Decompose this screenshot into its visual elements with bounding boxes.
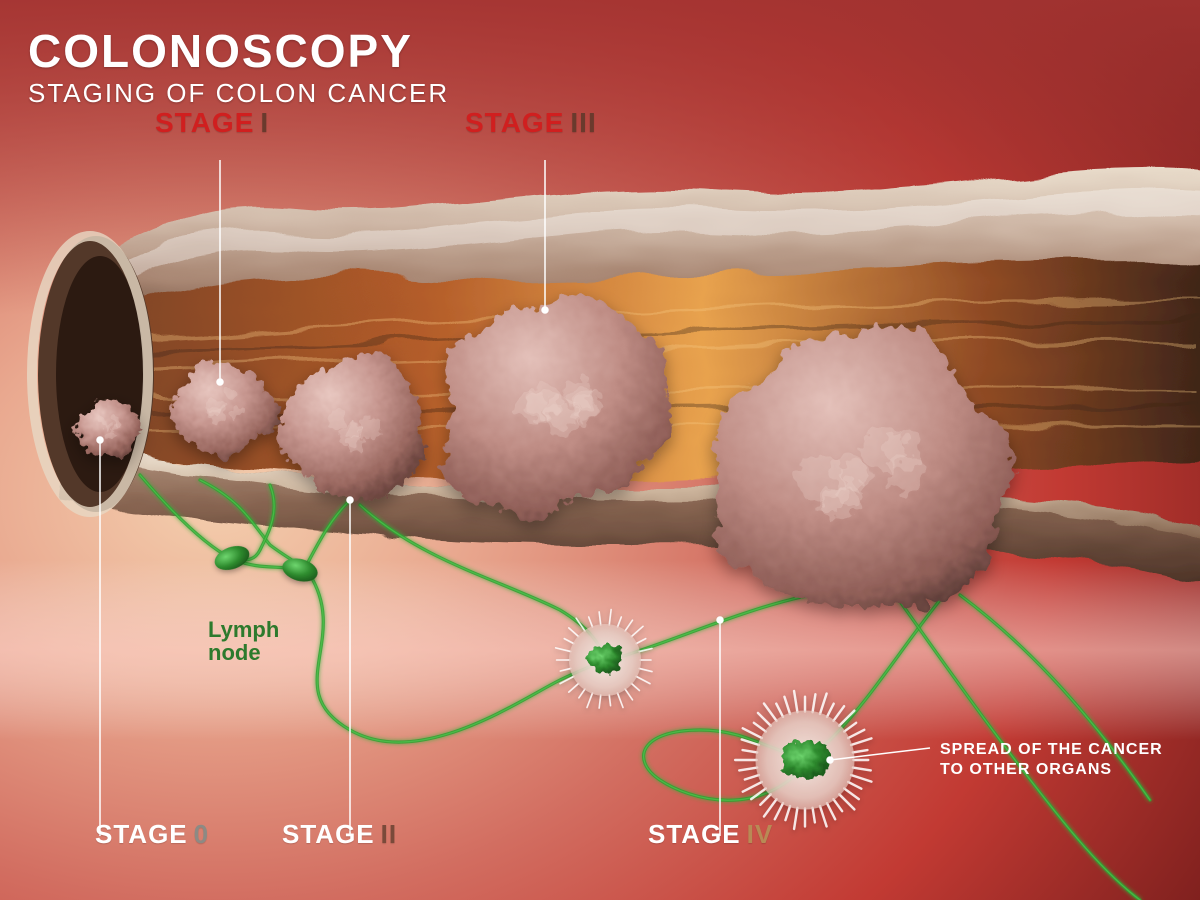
label-word: STAGE: [282, 819, 375, 849]
label-num: IV: [747, 819, 774, 849]
label-num: 0: [194, 819, 209, 849]
label-word: STAGE: [155, 107, 254, 138]
label-word: STAGE: [95, 819, 188, 849]
title-sub: STAGING OF COLON CANCER: [28, 78, 449, 109]
spread-label-line2: TO OTHER ORGANS: [940, 760, 1163, 780]
label-stage1: STAGEI: [155, 107, 269, 139]
label-num: II: [381, 819, 397, 849]
label-num: III: [570, 107, 596, 138]
lymph-label-line1: Lymph: [208, 618, 279, 641]
lymph-node-label: Lymph node: [208, 618, 279, 664]
label-word: STAGE: [648, 819, 741, 849]
spread-label-line1: SPREAD OF THE CANCER: [940, 740, 1163, 760]
label-stage0: STAGE0: [95, 819, 209, 850]
label-stage2: STAGEII: [282, 819, 397, 850]
title-main: COLONOSCOPY: [28, 24, 449, 78]
lymph-label-line2: node: [208, 641, 279, 664]
spread-label: SPREAD OF THE CANCER TO OTHER ORGANS: [940, 740, 1163, 780]
label-word: STAGE: [465, 107, 564, 138]
label-stage4: STAGEIV: [648, 819, 773, 850]
label-stage3: STAGEIII: [465, 107, 597, 139]
label-num: I: [260, 107, 269, 138]
title-block: COLONOSCOPY STAGING OF COLON CANCER: [28, 24, 449, 109]
